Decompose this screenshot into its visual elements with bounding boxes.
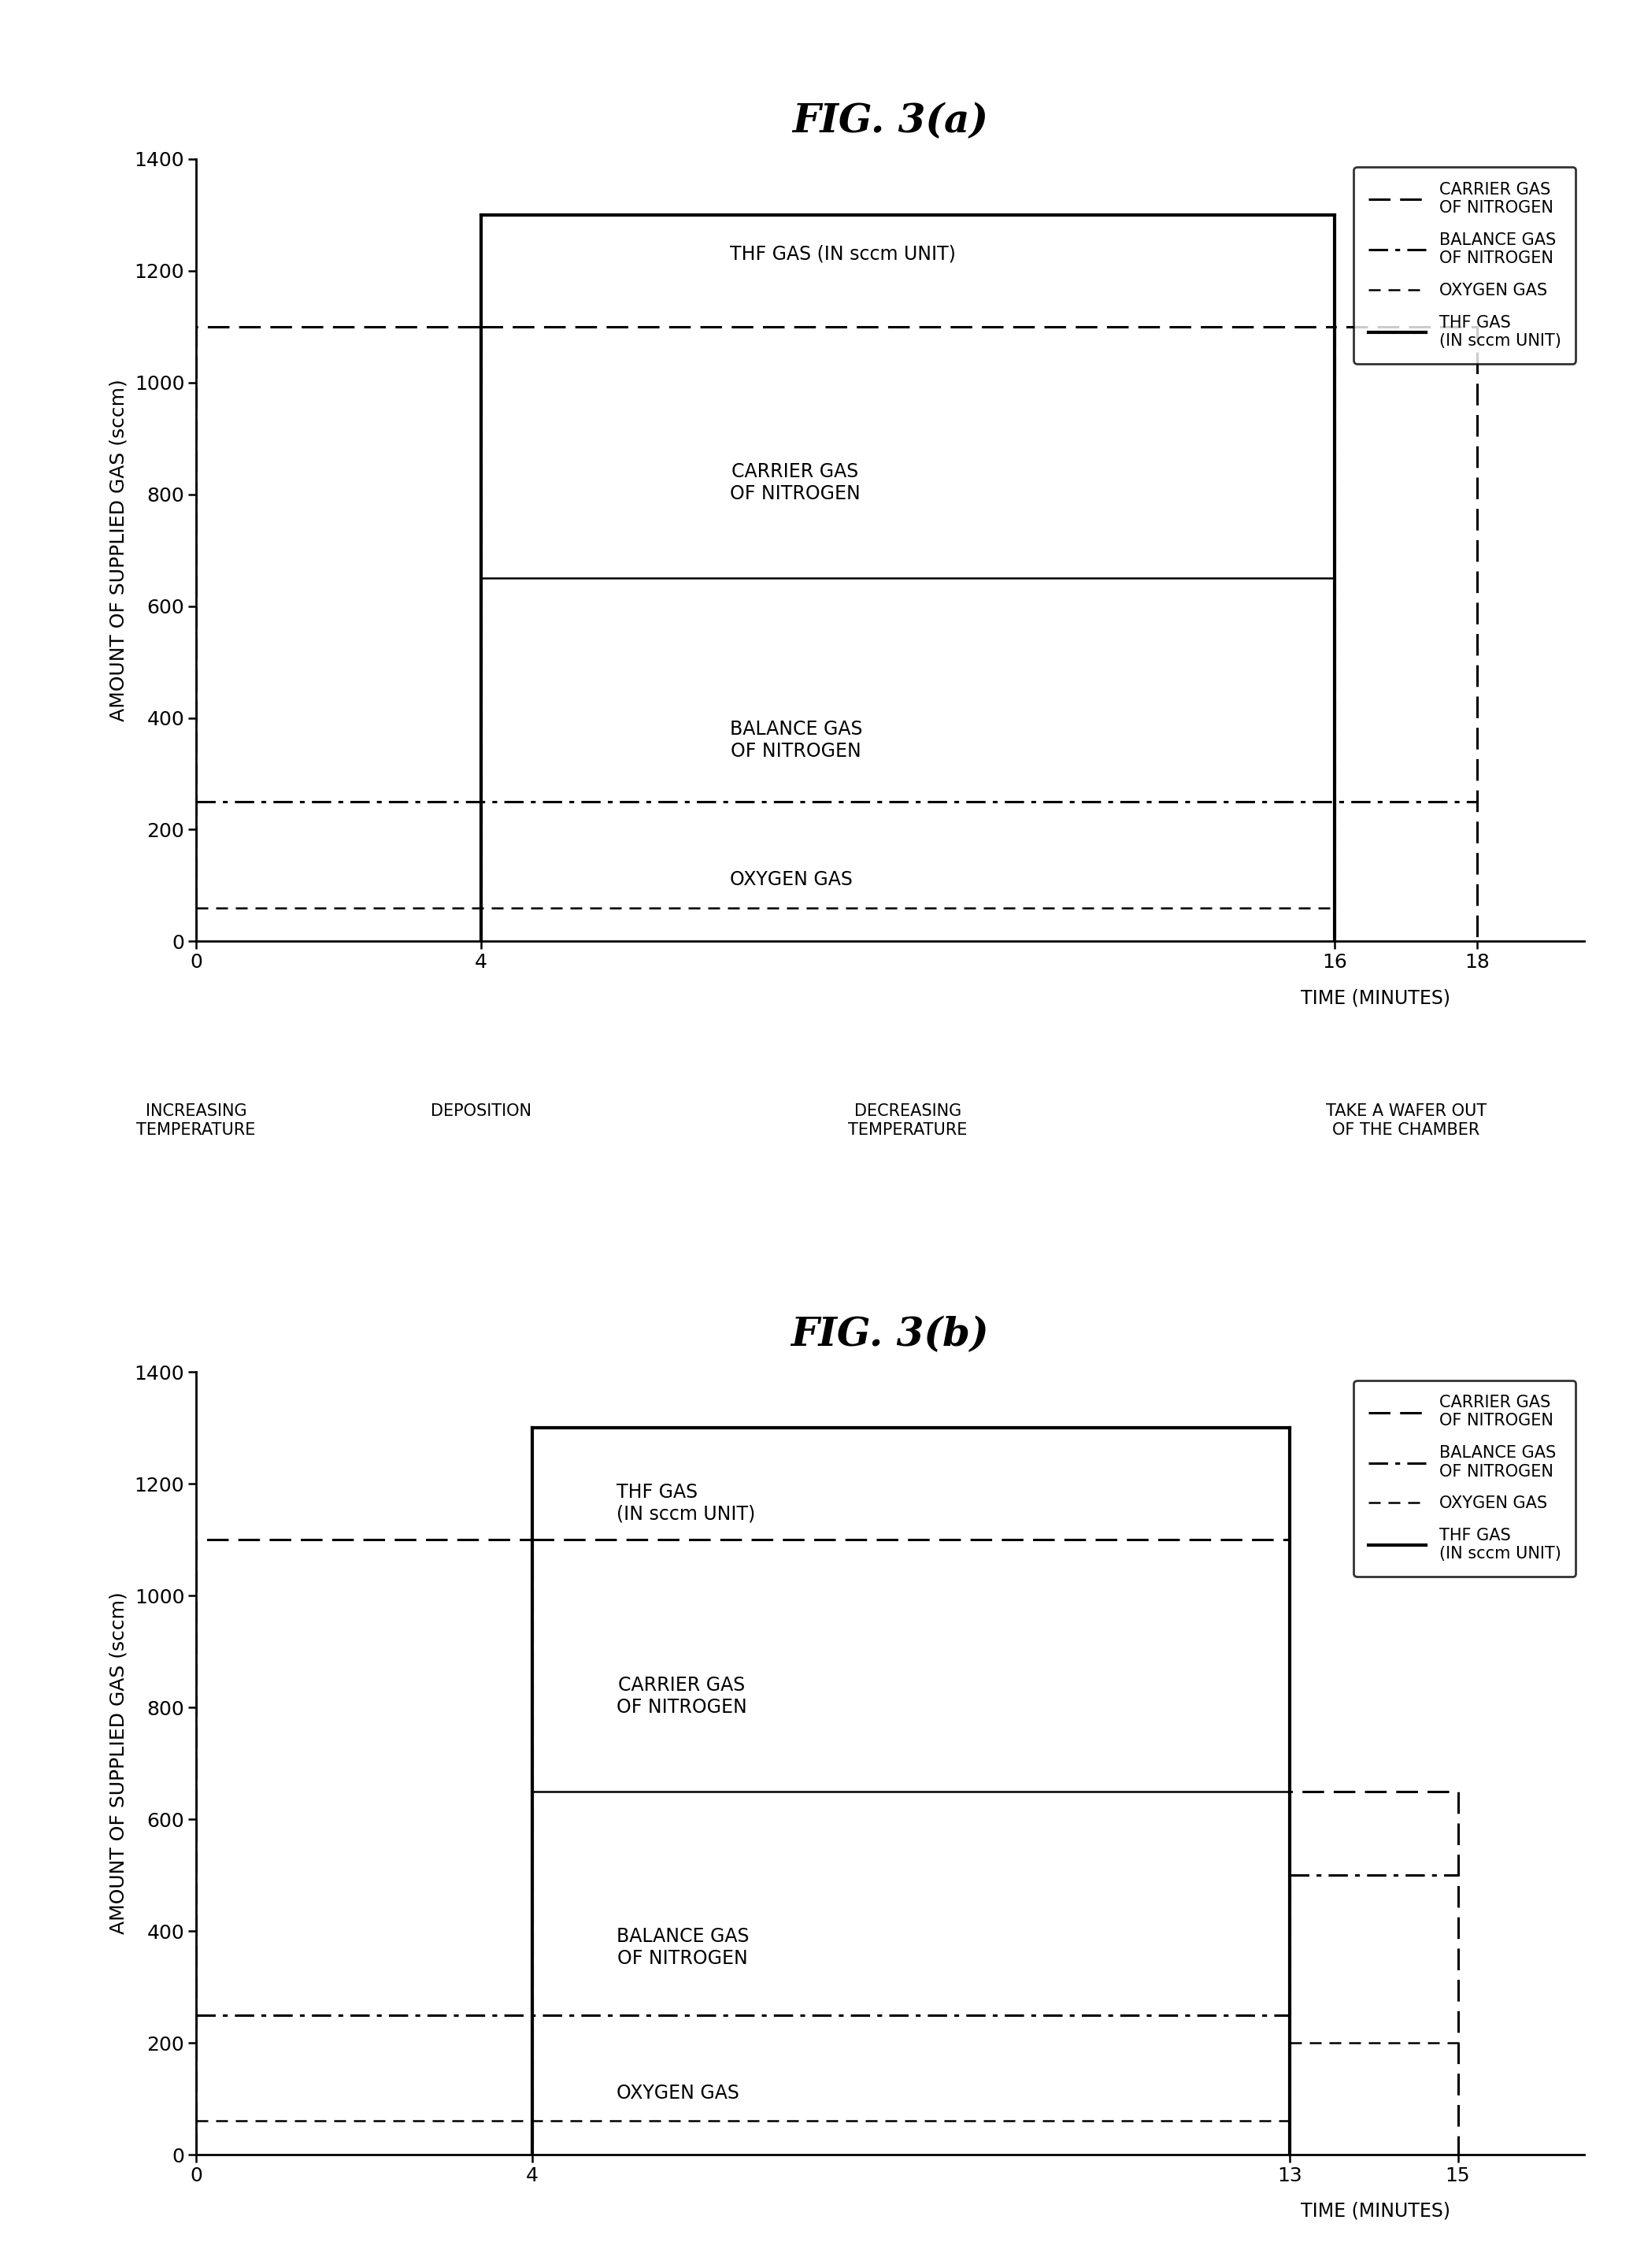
- Text: DEPOSITION: DEPOSITION: [431, 1105, 531, 1120]
- Text: OXYGEN GAS: OXYGEN GAS: [617, 2084, 740, 2102]
- Text: TAKE A WAFER OUT
OF THE CHAMBER: TAKE A WAFER OUT OF THE CHAMBER: [1326, 1105, 1486, 1139]
- Title: FIG. 3(b): FIG. 3(b): [790, 1315, 990, 1354]
- Legend: CARRIER GAS
OF NITROGEN, BALANCE GAS
OF NITROGEN, OXYGEN GAS, THF GAS
(IN sccm U: CARRIER GAS OF NITROGEN, BALANCE GAS OF …: [1354, 168, 1576, 363]
- Text: DECREASING
TEMPERATURE: DECREASING TEMPERATURE: [848, 1105, 967, 1139]
- Y-axis label: AMOUNT OF SUPPLIED GAS (sccm): AMOUNT OF SUPPLIED GAS (sccm): [109, 379, 127, 721]
- Text: BALANCE GAS
OF NITROGEN: BALANCE GAS OF NITROGEN: [617, 1928, 750, 1969]
- Text: BALANCE GAS
OF NITROGEN: BALANCE GAS OF NITROGEN: [730, 719, 862, 760]
- Text: THF GAS
(IN sccm UNIT): THF GAS (IN sccm UNIT): [617, 1483, 756, 1524]
- Y-axis label: AMOUNT OF SUPPLIED GAS (sccm): AMOUNT OF SUPPLIED GAS (sccm): [109, 1592, 127, 1935]
- X-axis label: TIME (MINUTES): TIME (MINUTES): [1302, 2202, 1450, 2220]
- Text: OXYGEN GAS: OXYGEN GAS: [730, 871, 852, 889]
- X-axis label: TIME (MINUTES): TIME (MINUTES): [1302, 989, 1450, 1007]
- Text: INCREASING
TEMPERATURE: INCREASING TEMPERATURE: [137, 1105, 255, 1139]
- Title: FIG. 3(a): FIG. 3(a): [792, 102, 988, 141]
- Legend: CARRIER GAS
OF NITROGEN, BALANCE GAS
OF NITROGEN, OXYGEN GAS, THF GAS
(IN sccm U: CARRIER GAS OF NITROGEN, BALANCE GAS OF …: [1354, 1381, 1576, 1576]
- Text: CARRIER GAS
OF NITROGEN: CARRIER GAS OF NITROGEN: [730, 463, 861, 503]
- Text: THF GAS (IN sccm UNIT): THF GAS (IN sccm UNIT): [730, 245, 955, 263]
- Text: CARRIER GAS
OF NITROGEN: CARRIER GAS OF NITROGEN: [617, 1676, 746, 1717]
